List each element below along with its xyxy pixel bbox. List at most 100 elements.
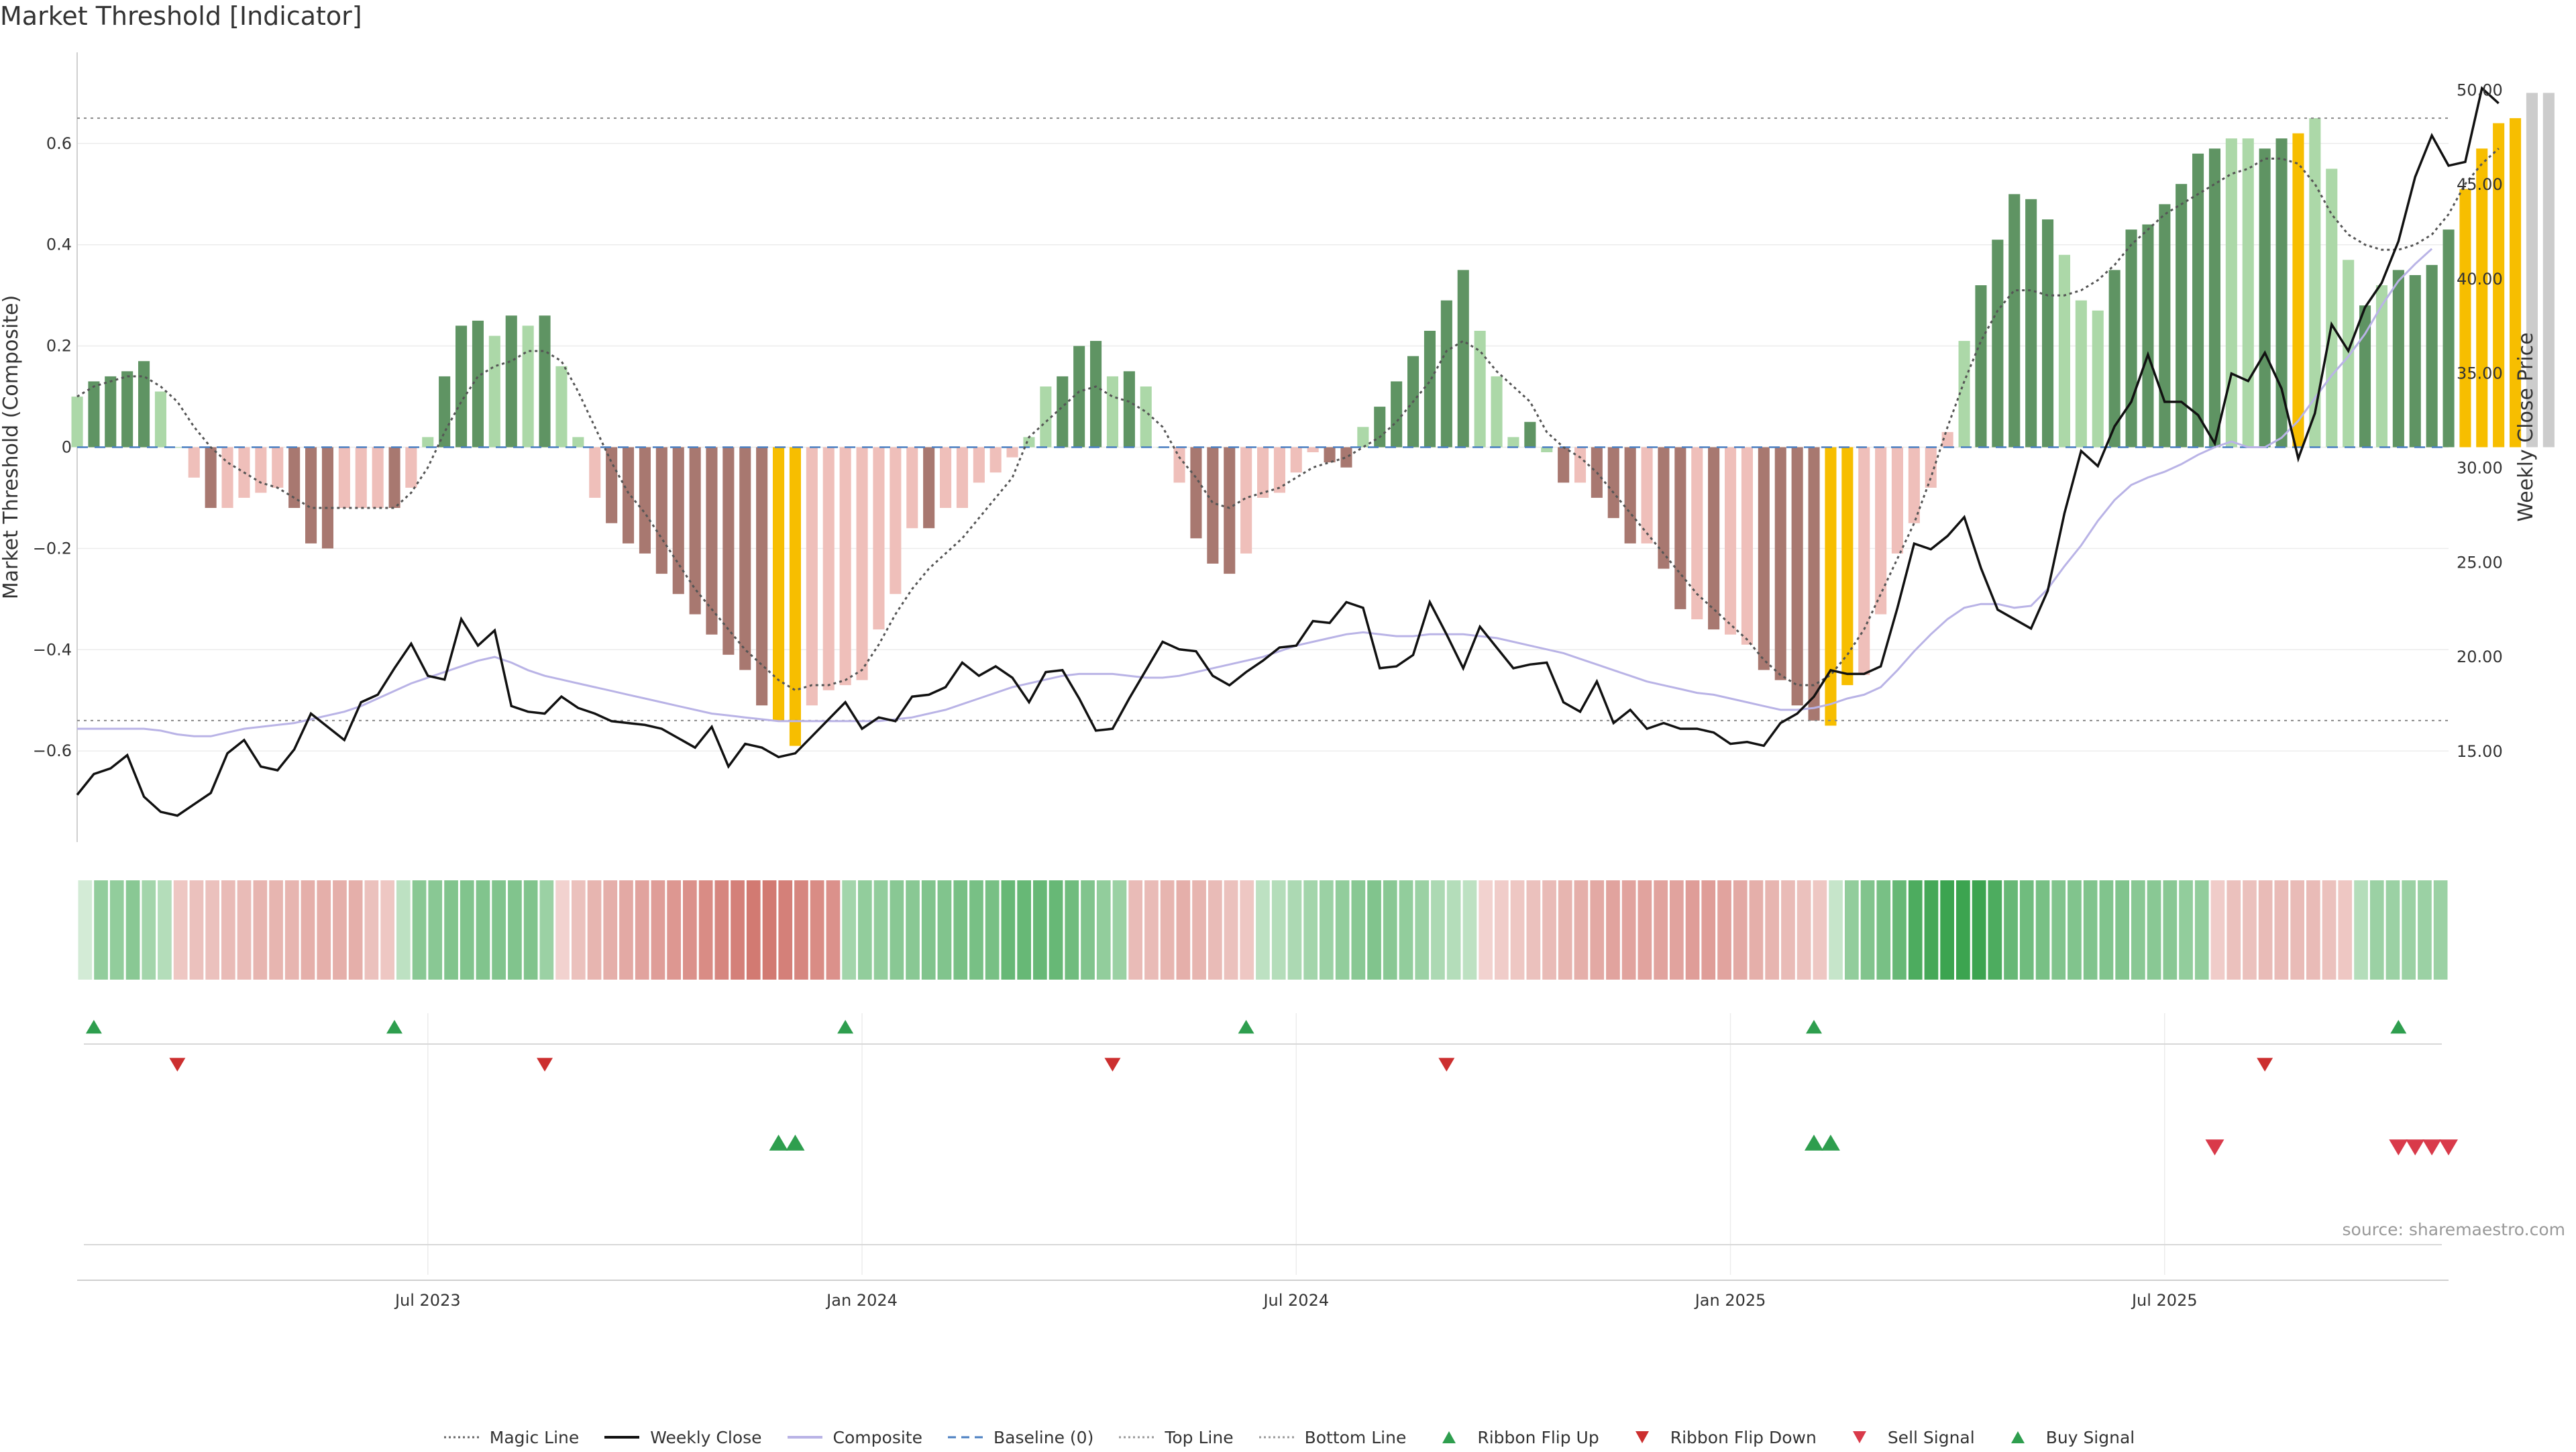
composite-bar: [1641, 447, 1653, 543]
ribbon-cell: [173, 880, 188, 980]
composite-bar: [1975, 285, 1987, 448]
x-tick-label: Jul 2025: [2131, 1291, 2198, 1310]
ribbon-cell: [890, 880, 904, 980]
ribbon-cell: [2274, 880, 2289, 980]
composite-bar: [1023, 437, 1035, 448]
legend-item: Sell Signal: [1839, 1427, 1975, 1447]
composite-bar: [388, 447, 400, 508]
composite-bar: [873, 447, 885, 630]
composite-bar: [472, 320, 484, 448]
legend-swatch: [1852, 1431, 1866, 1443]
sell-signal-marker: [2389, 1139, 2408, 1155]
composite-bar: [1841, 447, 1854, 686]
ribbon-cell: [969, 880, 983, 980]
composite-bar: [2242, 138, 2254, 448]
composite-bar: [1006, 447, 1018, 458]
ribbon-cell: [205, 880, 219, 980]
composite-bar: [1290, 447, 1302, 473]
composite-bar: [2075, 300, 2087, 448]
ribbon-cell: [1654, 880, 1668, 980]
composite-bar: [1391, 381, 1403, 448]
ribbon-cell: [396, 880, 411, 980]
y-tick-label: 0.4: [46, 236, 72, 254]
ribbon-cell: [1845, 880, 1859, 980]
ribbon-cell: [1112, 880, 1127, 980]
ribbon-cell: [1621, 880, 1636, 980]
ribbon-cell: [109, 880, 124, 980]
composite-bar: [940, 447, 952, 508]
composite-bar: [2542, 93, 2555, 448]
composite-bar: [2208, 148, 2220, 448]
composite-bar: [505, 315, 517, 448]
ribbon-cell: [1462, 880, 1477, 980]
ribbon-cell: [1240, 880, 1254, 980]
ribbon-cell: [1685, 880, 1700, 980]
ribbon-cell: [2131, 880, 2145, 980]
legend: Magic Line Weekly Close Composite Baseline …: [0, 1422, 2576, 1452]
ribbon-cell: [683, 880, 697, 980]
ribbon-cell: [842, 880, 856, 980]
legend-swatch: [1442, 1431, 1456, 1443]
composite-bar: [1825, 447, 1837, 726]
ribbon-cell: [2163, 880, 2178, 980]
buy-signal-marker: [1805, 1135, 1824, 1151]
ribbon-cell: [142, 880, 156, 980]
legend-label: Buy Signal: [2045, 1427, 2135, 1447]
composite-bar: [2392, 270, 2404, 448]
legend-item: Baseline (0): [945, 1427, 1093, 1447]
ribbon-flip-down-marker: [2257, 1057, 2273, 1072]
composite-bar: [1173, 447, 1185, 483]
ribbon-cell: [1781, 880, 1795, 980]
composite-bar: [672, 447, 684, 594]
ribbon-cell: [2402, 880, 2416, 980]
ribbon-cell: [731, 880, 745, 980]
composite-bar: [1858, 447, 1870, 675]
legend-item: Composite: [785, 1427, 922, 1447]
ribbon-cell: [619, 880, 633, 980]
composite-bar: [1558, 447, 1570, 483]
composite-bar: [1207, 447, 1219, 564]
composite-bar: [739, 447, 751, 670]
composite-bar: [1357, 427, 1369, 448]
ribbon-cell: [1160, 880, 1175, 980]
ribbon-cell: [1988, 880, 2002, 980]
ribbon-cell: [2258, 880, 2273, 980]
ribbon-cell: [1431, 880, 1445, 980]
composite-bar: [2459, 189, 2471, 448]
legend-swatch: [1258, 1436, 1294, 1439]
composite-bar: [1624, 447, 1636, 543]
composite-bar: [372, 447, 384, 508]
ribbon-cell: [1224, 880, 1238, 980]
ribbon-cell: [1813, 880, 1827, 980]
composite-bar: [522, 325, 534, 448]
composite-bar: [2058, 254, 2070, 448]
legend-label: Baseline (0): [993, 1427, 1094, 1447]
composite-bar: [1674, 447, 1686, 609]
y2-tick-label: 20.00: [2457, 647, 2503, 666]
ribbon-cell: [1144, 880, 1159, 980]
y2-tick-label: 35.00: [2457, 364, 2503, 383]
legend-label: Bottom Line: [1304, 1427, 1407, 1447]
ribbon-cell: [1908, 880, 1923, 980]
ribbon-cell: [603, 880, 618, 980]
ribbon-cell: [1542, 880, 1556, 980]
composite-bar: [338, 447, 350, 508]
composite-bar: [2008, 194, 2021, 448]
legend-item: Ribbon Flip Up: [1429, 1427, 1599, 1447]
ribbon-flip-up-marker: [837, 1020, 854, 1034]
ribbon-cell: [2243, 880, 2257, 980]
ribbon-cell: [523, 880, 538, 980]
composite-bar: [806, 447, 818, 706]
composite-bar: [1808, 447, 1820, 721]
ribbon-flip-down-marker: [1104, 1057, 1121, 1072]
ribbon-cell: [985, 880, 1000, 980]
ribbon-cell: [1510, 880, 1525, 980]
ribbon-cell: [1192, 880, 1206, 980]
ribbon-cell: [2306, 880, 2320, 980]
composite-bar: [973, 447, 985, 483]
composite-bar: [71, 397, 83, 448]
ribbon-cell: [1383, 880, 1397, 980]
composite-bar: [1758, 447, 1770, 670]
legend-label: Magic Line: [489, 1427, 580, 1447]
